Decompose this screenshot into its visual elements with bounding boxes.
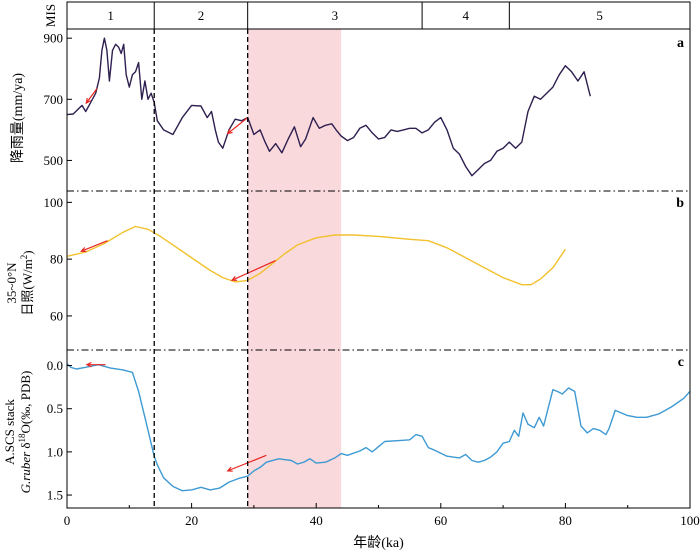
label-part: δ [18, 442, 33, 451]
y-axis-label-a: 降雨量(mm/ya) [10, 73, 26, 164]
mis3-highlight-band [247, 29, 342, 508]
x-axis-label: 年龄(ka) [353, 535, 404, 551]
trend-arrow-shaft [227, 117, 249, 135]
label-sup: 2 [19, 255, 29, 260]
y-tick-label-a: 900 [44, 31, 64, 46]
y-tick-label-b: 100 [44, 195, 64, 210]
panel-letter-b: b [676, 196, 684, 211]
y-axis-label-b-line2: 日照(W/m2) [19, 250, 35, 315]
mis-stage-2: 2 [198, 8, 205, 23]
mis-stage-5: 5 [596, 8, 603, 23]
mis-stage-4: 4 [462, 8, 469, 23]
x-tick-label: 100 [680, 513, 700, 528]
trend-arrow-head [226, 466, 233, 472]
y-axis-label-b: 35~0°N 日照(W/m2) [4, 250, 35, 315]
y-tick-label-b: 60 [50, 308, 63, 323]
series-line-c [66, 363, 691, 492]
trend-arrow-head [80, 247, 87, 253]
y-axis-label-c-line2: G.ruber δ18O(‰, PDB) [17, 371, 33, 494]
x-tick-label: 0 [64, 513, 71, 528]
label-part: O(‰, PDB) [18, 371, 33, 434]
trend-arrow-shaft [231, 260, 276, 281]
y-axis-label-c-line1: A.SCS stack [2, 399, 17, 465]
plot-frame [66, 28, 691, 509]
trend-arrow-head [230, 275, 238, 281]
series-line-b [66, 225, 566, 286]
label-italic: G.ruber [18, 451, 33, 493]
panel-letter-a: a [677, 36, 684, 51]
y-tick-label-a: 700 [44, 92, 64, 107]
trend-arrow-head [85, 97, 92, 105]
trend-arrow-shaft [85, 88, 98, 104]
y-tick-label-c: 0.0 [47, 358, 63, 373]
y-axis-label-b-line1: 35~0°N [4, 262, 19, 304]
label-part: ) [20, 250, 35, 254]
trend-arrow-head [85, 361, 92, 368]
trend-arrow-shaft [81, 240, 108, 252]
x-tick-label: 20 [185, 513, 198, 528]
label-part: 日照(W/m [20, 259, 35, 315]
y-tick-label-b: 80 [50, 252, 63, 267]
panel-letter-c: c [678, 355, 684, 370]
mis-stage-1: 1 [107, 8, 114, 23]
x-tick-label: 40 [310, 513, 323, 528]
x-tick-label: 80 [559, 513, 572, 528]
y-tick-label-c: 0.5 [47, 401, 63, 416]
trend-arrow-b-1 [80, 240, 108, 253]
trend-arrow-head [226, 128, 233, 135]
trend-arrow-a-1 [85, 88, 98, 105]
mis-label: MIS [43, 4, 58, 27]
x-tick-label: 60 [434, 513, 447, 528]
series-line-a [66, 37, 591, 177]
y-tick-label-c: 1.5 [47, 488, 63, 503]
label-sup: 18 [17, 433, 27, 443]
mis-stage-3: 3 [332, 8, 339, 23]
trend-arrow-c-1 [85, 361, 106, 368]
y-tick-label-a: 500 [44, 153, 64, 168]
trend-arrow-a-2 [226, 117, 249, 135]
y-tick-label-c: 1.0 [47, 444, 63, 459]
trend-arrow-b-2 [230, 260, 276, 281]
